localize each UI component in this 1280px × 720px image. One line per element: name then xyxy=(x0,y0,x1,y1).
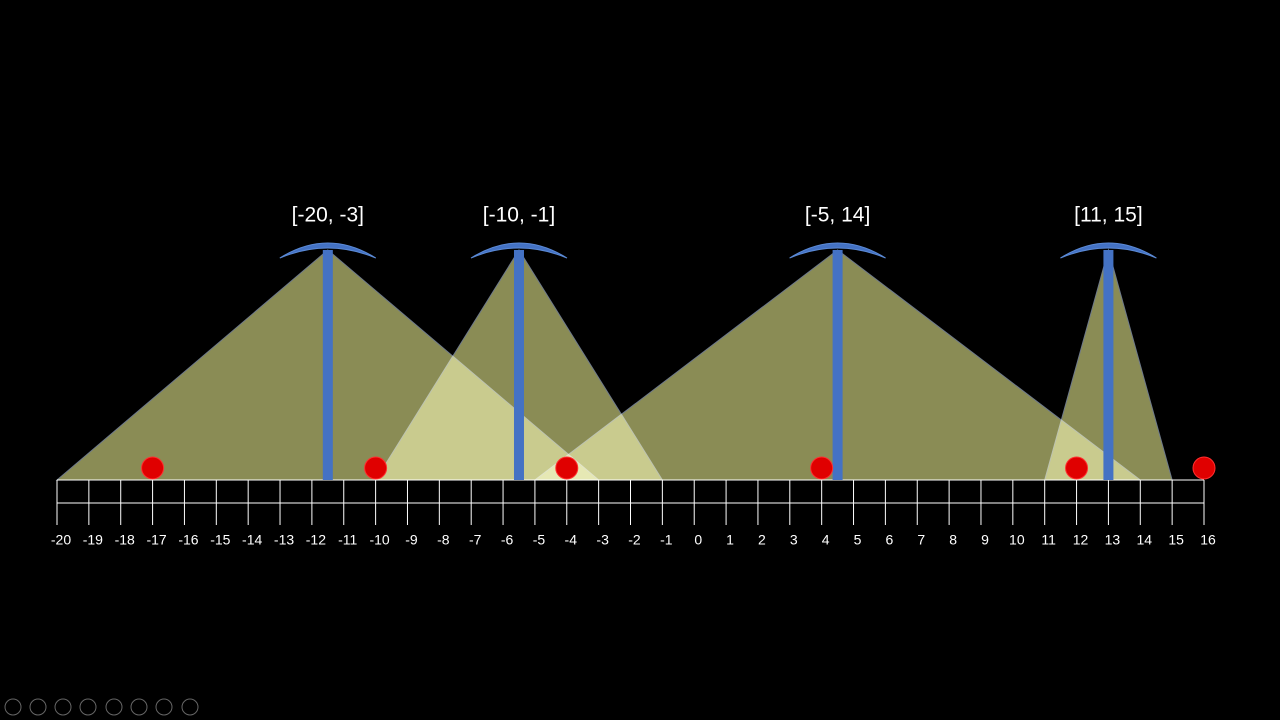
tick-label: 2 xyxy=(758,532,766,548)
tick-label: -1 xyxy=(660,532,673,548)
tick-label: 4 xyxy=(822,532,830,548)
point xyxy=(1192,456,1216,480)
lamp-head xyxy=(789,242,886,259)
lamp-pole xyxy=(513,250,524,480)
next-button[interactable] xyxy=(29,698,47,716)
subtitle-button[interactable] xyxy=(130,698,148,716)
tick-label: 16 xyxy=(1200,532,1216,548)
points xyxy=(141,456,1216,480)
tick-label: 12 xyxy=(1073,532,1089,548)
tick-label: -16 xyxy=(178,532,198,548)
point xyxy=(141,456,165,480)
camera-button[interactable] xyxy=(155,698,173,716)
tick-label: 8 xyxy=(949,532,957,548)
lamp-pole xyxy=(832,250,843,480)
point xyxy=(555,456,579,480)
tick-label: -2 xyxy=(628,532,641,548)
tick-label: -4 xyxy=(565,532,578,548)
tick-label: -20 xyxy=(51,532,71,548)
slides-button[interactable] xyxy=(79,698,97,716)
tick-label: 3 xyxy=(790,532,798,548)
tick-label: -15 xyxy=(210,532,230,548)
prev-button[interactable] xyxy=(4,698,22,716)
tick-label: 6 xyxy=(885,532,893,548)
lamp-head xyxy=(279,242,377,259)
lamp-head xyxy=(1060,242,1157,259)
lamp-label: [-5, 14] xyxy=(805,204,870,227)
point xyxy=(810,456,834,480)
tick-label: -6 xyxy=(501,532,514,548)
tick-label: -19 xyxy=(83,532,103,548)
tick-label: 15 xyxy=(1168,532,1184,548)
tick-label: -18 xyxy=(115,532,135,548)
tick-label: -8 xyxy=(437,532,450,548)
tick-label: 10 xyxy=(1009,532,1025,548)
lamp-label: [-20, -3] xyxy=(292,204,364,227)
tick-label: -3 xyxy=(596,532,609,548)
tick-label: -9 xyxy=(405,532,418,548)
tick-label: -13 xyxy=(274,532,294,548)
pen-button[interactable] xyxy=(54,698,72,716)
tick-label: 0 xyxy=(694,532,702,548)
lamp-label: [-10, -1] xyxy=(483,204,555,227)
lamp-pole xyxy=(322,250,333,480)
tick-label: 11 xyxy=(1041,532,1056,548)
tick-label: -5 xyxy=(533,532,546,548)
tick-label: -7 xyxy=(469,532,482,548)
tick-label: 13 xyxy=(1105,532,1121,548)
slideshow-toolbar xyxy=(4,698,199,716)
point xyxy=(364,456,388,480)
lamps: [-20, -3] [-10, -1] [-5, 14] [11, 15] xyxy=(279,204,1157,480)
tick-label: -11 xyxy=(338,532,357,548)
tick-label: 5 xyxy=(854,532,862,548)
lamp-head xyxy=(470,242,568,259)
tick-label: 14 xyxy=(1136,532,1152,548)
tick-label: -10 xyxy=(369,532,389,548)
lamp-pole xyxy=(1103,250,1114,480)
tick-label: -12 xyxy=(306,532,326,548)
point xyxy=(1065,456,1089,480)
lamp-label: [11, 15] xyxy=(1074,204,1143,227)
tick-label: 7 xyxy=(917,532,925,548)
tick-label: 1 xyxy=(726,532,734,548)
more-button[interactable] xyxy=(181,698,199,716)
tick-label: -17 xyxy=(146,532,166,548)
light-cones xyxy=(55,248,1173,481)
tick-label: 9 xyxy=(981,532,989,548)
number-line: -20 -19 -18 -17 -16 -15 -14 -13 -12 -11 -10 -9 -8 -7-… xyxy=(51,479,1216,548)
tick-label: -14 xyxy=(242,532,262,548)
zoom-button[interactable] xyxy=(105,698,123,716)
